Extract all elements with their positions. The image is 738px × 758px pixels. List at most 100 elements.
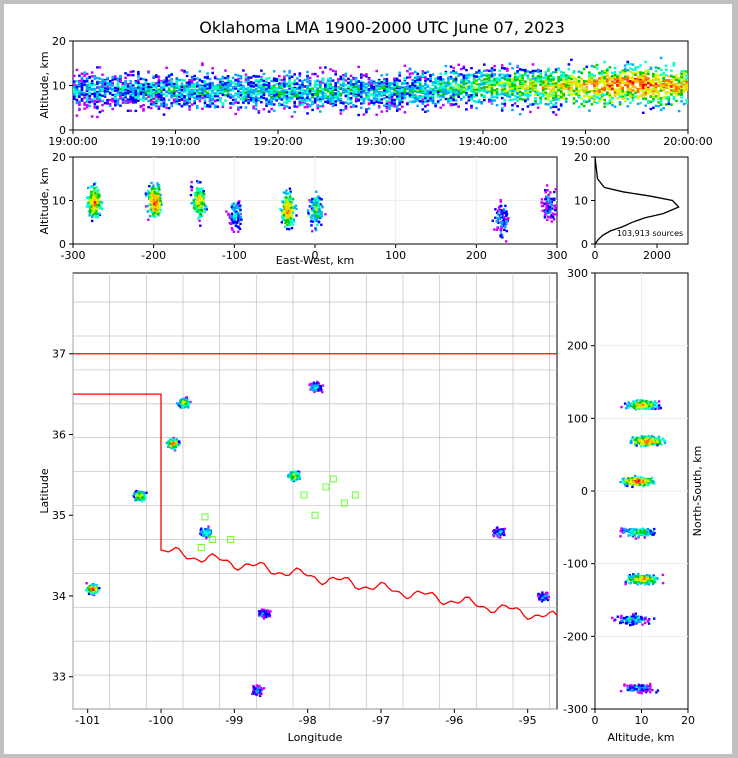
density-cell [431, 73, 435, 76]
density-cell [659, 108, 663, 112]
density-cell [623, 75, 627, 78]
density-cell [685, 70, 688, 73]
density-cell [526, 74, 530, 77]
density-cell [500, 73, 504, 76]
density-cell [196, 200, 200, 203]
density-cell [172, 89, 176, 93]
density-cell [131, 70, 135, 73]
density-cell [301, 94, 304, 97]
density-cell [352, 83, 355, 86]
density-cell [80, 87, 84, 90]
density-cell [329, 77, 332, 80]
density-cell [106, 85, 109, 89]
density-cell [221, 90, 225, 94]
density-cell [549, 106, 553, 109]
density-cell [111, 87, 114, 91]
density-cell [511, 84, 514, 87]
density-cell [360, 73, 363, 76]
density-cell [234, 206, 238, 209]
density-cell [119, 76, 122, 79]
density-cell [598, 77, 601, 80]
density-cell [600, 91, 604, 94]
density-cell [280, 89, 284, 92]
density-cell [295, 105, 299, 108]
density-cell [664, 80, 668, 84]
density-cell [562, 85, 565, 89]
density-cell [498, 93, 501, 96]
density-cell [189, 193, 193, 197]
density-cell [372, 85, 376, 88]
density-cell [73, 83, 76, 86]
density-cell [150, 195, 154, 198]
density-cell [334, 96, 337, 99]
density-cell [365, 96, 368, 100]
density-cell [503, 93, 507, 96]
density-cell [326, 80, 330, 83]
density-cell [237, 207, 240, 210]
density-cell [224, 83, 227, 87]
density-cell [398, 71, 401, 74]
density-cell [447, 88, 450, 92]
density-cell [316, 104, 319, 108]
density-cell [175, 76, 179, 80]
density-cell [129, 74, 132, 77]
density-cell [144, 85, 148, 88]
density-cell [342, 109, 345, 112]
density-cell [270, 89, 273, 92]
density-cell [508, 75, 512, 78]
density-cell [657, 90, 660, 93]
density-cell [199, 190, 202, 193]
density-cell [230, 227, 234, 230]
density-cell [199, 224, 202, 227]
density-cell [641, 78, 645, 82]
density-cell [237, 216, 240, 219]
density-cell [193, 204, 196, 207]
density-cell [229, 106, 232, 109]
density-cell [290, 226, 294, 230]
density-cell [283, 95, 286, 98]
density-cell [565, 75, 568, 78]
density-cell [167, 75, 171, 78]
density-cell [114, 86, 117, 90]
density-cell [339, 101, 343, 104]
density-cell [247, 79, 250, 82]
density-cell [235, 225, 239, 228]
density-cell [293, 82, 296, 86]
density-cell [618, 95, 622, 98]
density-cell [185, 85, 189, 88]
density-cell [457, 74, 460, 77]
density-cell [78, 74, 81, 77]
density-cell [336, 78, 340, 81]
density-cell [134, 98, 138, 102]
density-cell [334, 100, 337, 103]
density-cell [283, 90, 286, 93]
density-cell [165, 90, 168, 93]
density-cell [278, 94, 281, 98]
density-cell [383, 79, 386, 83]
density-cell [577, 85, 581, 89]
density-cell [629, 91, 632, 94]
density-cell [124, 96, 127, 99]
density-cell [552, 85, 555, 88]
density-cell [447, 81, 450, 84]
density-cell [554, 70, 558, 74]
density-cell [202, 203, 206, 206]
density-cell [470, 67, 473, 70]
density-cell [262, 79, 266, 83]
density-cell [518, 79, 522, 82]
density-cell [390, 97, 394, 100]
density-cell [385, 78, 389, 81]
density-cell [424, 105, 427, 108]
density-cell [178, 87, 181, 91]
density-cell [572, 80, 576, 83]
density-cell [80, 72, 84, 75]
density-cell [336, 91, 340, 95]
density-cell [278, 86, 281, 90]
density-cell [557, 108, 560, 111]
density-cell [639, 83, 642, 87]
density-cell [285, 105, 289, 108]
density-cell [613, 71, 617, 74]
density-cell [431, 88, 435, 91]
density-cell [252, 107, 255, 110]
density-cell [562, 96, 565, 100]
